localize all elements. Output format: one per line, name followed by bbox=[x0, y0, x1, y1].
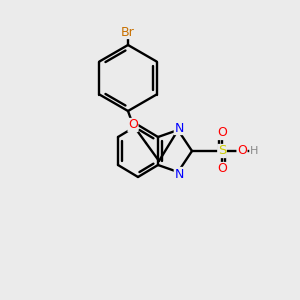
Text: O: O bbox=[128, 118, 138, 131]
Text: N: N bbox=[174, 122, 184, 134]
Text: O: O bbox=[237, 145, 247, 158]
Text: N: N bbox=[174, 167, 184, 181]
Text: Br: Br bbox=[121, 26, 135, 38]
Text: S: S bbox=[218, 145, 226, 158]
Text: O: O bbox=[217, 163, 227, 176]
Text: O: O bbox=[217, 127, 227, 140]
Text: H: H bbox=[250, 146, 258, 156]
